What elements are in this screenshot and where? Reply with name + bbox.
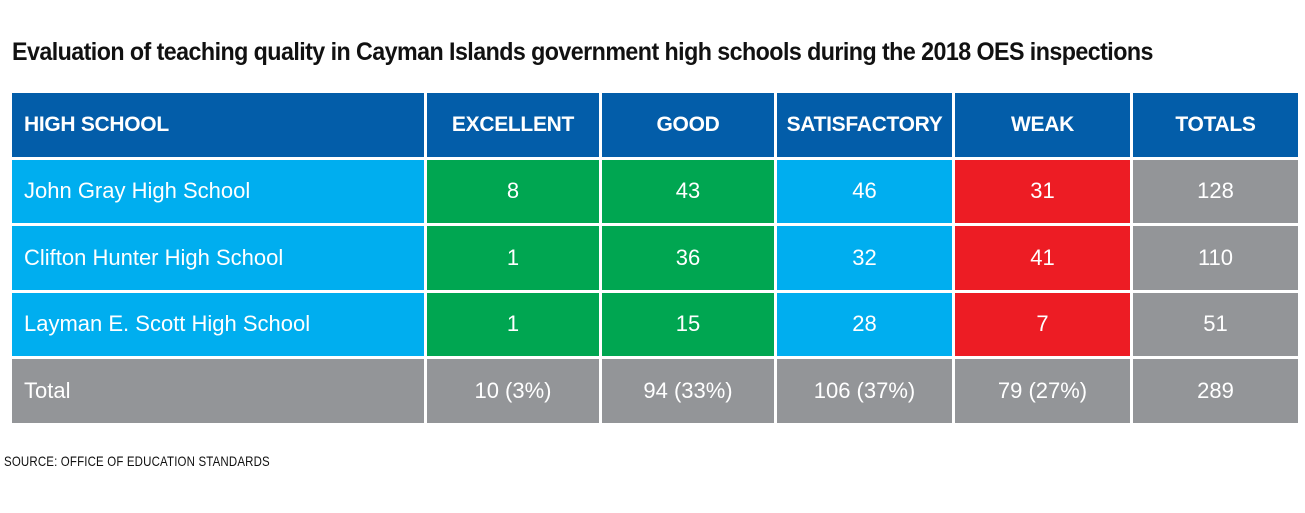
column-header-satisfactory: SATISFACTORY xyxy=(777,93,952,157)
table-row: Layman E. Scott High School 1 15 28 7 51 xyxy=(12,292,1298,356)
source-note: SOURCE: OFFICE OF EDUCATION STANDARDS xyxy=(4,453,270,469)
grand-total-cell: 289 xyxy=(1133,359,1298,423)
excellent-cell: 1 xyxy=(427,292,599,356)
weak-cell: 7 xyxy=(955,292,1130,356)
totals-cell: 110 xyxy=(1133,226,1298,290)
column-header-good: GOOD xyxy=(602,93,774,157)
satisfactory-cell: 32 xyxy=(777,226,952,290)
satisfactory-cell: 28 xyxy=(777,292,952,356)
chart-title: Evaluation of teaching quality in Cayman… xyxy=(12,38,1153,66)
good-cell: 15 xyxy=(602,292,774,356)
column-header-weak: WEAK xyxy=(955,93,1130,157)
weak-cell: 41 xyxy=(955,226,1130,290)
teaching-quality-table: HIGH SCHOOL EXCELLENT GOOD SATISFACTORY … xyxy=(9,90,1301,426)
totals-cell: 128 xyxy=(1133,159,1298,223)
school-name-cell: Clifton Hunter High School xyxy=(12,226,424,290)
weak-cell: 31 xyxy=(955,159,1130,223)
school-name-cell: John Gray High School xyxy=(12,159,424,223)
table-row: John Gray High School 8 43 46 31 128 xyxy=(12,159,1298,223)
total-good-cell: 94 (33%) xyxy=(602,359,774,423)
column-header-excellent: EXCELLENT xyxy=(427,93,599,157)
total-satisfactory-cell: 106 (37%) xyxy=(777,359,952,423)
total-excellent-cell: 10 (3%) xyxy=(427,359,599,423)
table-row: Clifton Hunter High School 1 36 32 41 11… xyxy=(12,226,1298,290)
total-weak-cell: 79 (27%) xyxy=(955,359,1130,423)
good-cell: 43 xyxy=(602,159,774,223)
total-label-cell: Total xyxy=(12,359,424,423)
excellent-cell: 8 xyxy=(427,159,599,223)
total-row: Total 10 (3%) 94 (33%) 106 (37%) 79 (27%… xyxy=(12,359,1298,423)
totals-cell: 51 xyxy=(1133,292,1298,356)
school-name-cell: Layman E. Scott High School xyxy=(12,292,424,356)
excellent-cell: 1 xyxy=(427,226,599,290)
satisfactory-cell: 46 xyxy=(777,159,952,223)
good-cell: 36 xyxy=(602,226,774,290)
header-row: HIGH SCHOOL EXCELLENT GOOD SATISFACTORY … xyxy=(12,93,1298,157)
column-header-totals: TOTALS xyxy=(1133,93,1298,157)
column-header-high-school: HIGH SCHOOL xyxy=(12,93,424,157)
